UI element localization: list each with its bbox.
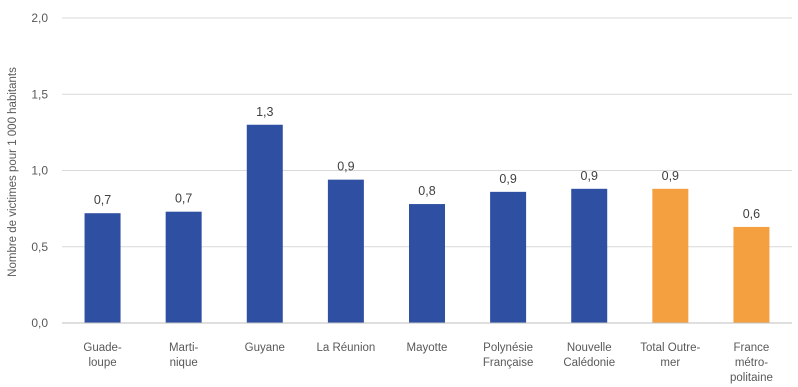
bar	[328, 180, 364, 323]
bar	[409, 204, 445, 323]
bars	[85, 125, 770, 323]
x-tick-label-line: La Réunion	[316, 342, 375, 354]
bar	[166, 212, 202, 323]
y-axis-title: Nombre de victimes pour 1 000 habitants	[7, 67, 19, 277]
bar	[490, 192, 526, 323]
x-tick-label-line: Mayotte	[407, 342, 448, 354]
x-tick-label-line: Total Outre-	[640, 342, 700, 354]
x-tick-label-line: Marti-	[169, 342, 199, 354]
x-tick-label: Total Outre-mer	[640, 342, 700, 369]
x-tick-label-line: France	[734, 342, 770, 354]
x-tick-label-line: Guade-	[83, 342, 122, 354]
x-tick-label: Marti-nique	[169, 342, 199, 369]
x-tick-label: Guyane	[245, 342, 285, 354]
bar	[652, 189, 688, 323]
x-tick-label-line: Nouvelle	[567, 342, 612, 354]
x-tick-label: Nouvelle Calédonie	[563, 342, 615, 369]
x-axis-ticks: Guade-loupe Marti-nique Guyane La Réunion Ma…	[83, 342, 772, 384]
x-tick-label: La Réunion	[316, 342, 375, 354]
x-tick-label-line: nique	[170, 357, 198, 369]
x-tick-label-line: Calédonie	[563, 357, 615, 369]
x-tick-label: Polynésie Française	[483, 342, 534, 369]
x-tick-label: Mayotte	[407, 342, 448, 354]
x-tick-label-line: Française	[483, 357, 534, 369]
data-label: 0,6	[743, 207, 760, 221]
x-tick-label-line: mer	[660, 357, 680, 369]
data-label: 0,7	[94, 193, 111, 207]
data-label: 0,9	[581, 169, 598, 183]
data-label: 0,9	[662, 169, 679, 183]
x-tick-label-line: politaine	[730, 372, 773, 384]
data-label: 0,7	[175, 192, 192, 206]
y-axis-ticks: 0,0 0,5 1,0 1,5 2,0	[31, 11, 48, 330]
data-label: 0,8	[418, 184, 435, 198]
y-tick-label: 2,0	[31, 11, 48, 25]
data-label: 0,9	[337, 160, 354, 174]
data-label: 0,9	[499, 172, 516, 186]
x-tick-label-line: Polynésie	[483, 342, 533, 354]
x-tick-label-line: Guyane	[245, 342, 285, 354]
x-tick-label-line: loupe	[88, 357, 116, 369]
bar	[571, 189, 607, 323]
y-tick-label: 1,5	[31, 87, 48, 101]
data-label: 1,3	[256, 105, 273, 119]
y-tick-label: 0,0	[31, 316, 48, 330]
x-tick-label-line: métro-	[735, 357, 768, 369]
y-tick-label: 0,5	[31, 240, 48, 254]
bar	[247, 125, 283, 323]
y-tick-label: 1,0	[31, 164, 48, 178]
bar	[85, 213, 121, 323]
x-tick-label: Guade-loupe	[83, 342, 122, 369]
x-tick-label: France métro-politaine	[730, 342, 773, 384]
bar	[733, 227, 769, 323]
